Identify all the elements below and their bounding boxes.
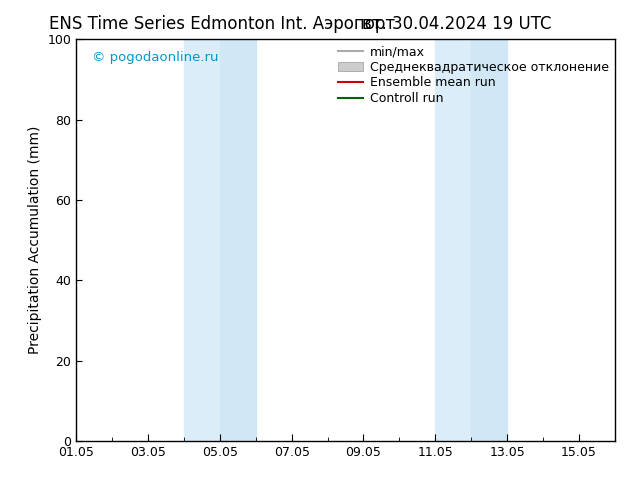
Bar xyxy=(220,39,256,441)
Text: ENS Time Series Edmonton Int. Аэропорт: ENS Time Series Edmonton Int. Аэропорт xyxy=(49,15,395,33)
Y-axis label: Precipitation Accumulation (mm): Precipitation Accumulation (mm) xyxy=(28,126,42,354)
Legend: min/max, Среднеквадратическое отклонение, Ensemble mean run, Controll run: min/max, Среднеквадратическое отклонение… xyxy=(339,46,609,105)
Bar xyxy=(184,39,220,441)
Bar xyxy=(471,39,507,441)
Text: © pogodaonline.ru: © pogodaonline.ru xyxy=(93,51,219,64)
Text: вт. 30.04.2024 19 UTC: вт. 30.04.2024 19 UTC xyxy=(362,15,551,33)
Bar xyxy=(436,39,471,441)
